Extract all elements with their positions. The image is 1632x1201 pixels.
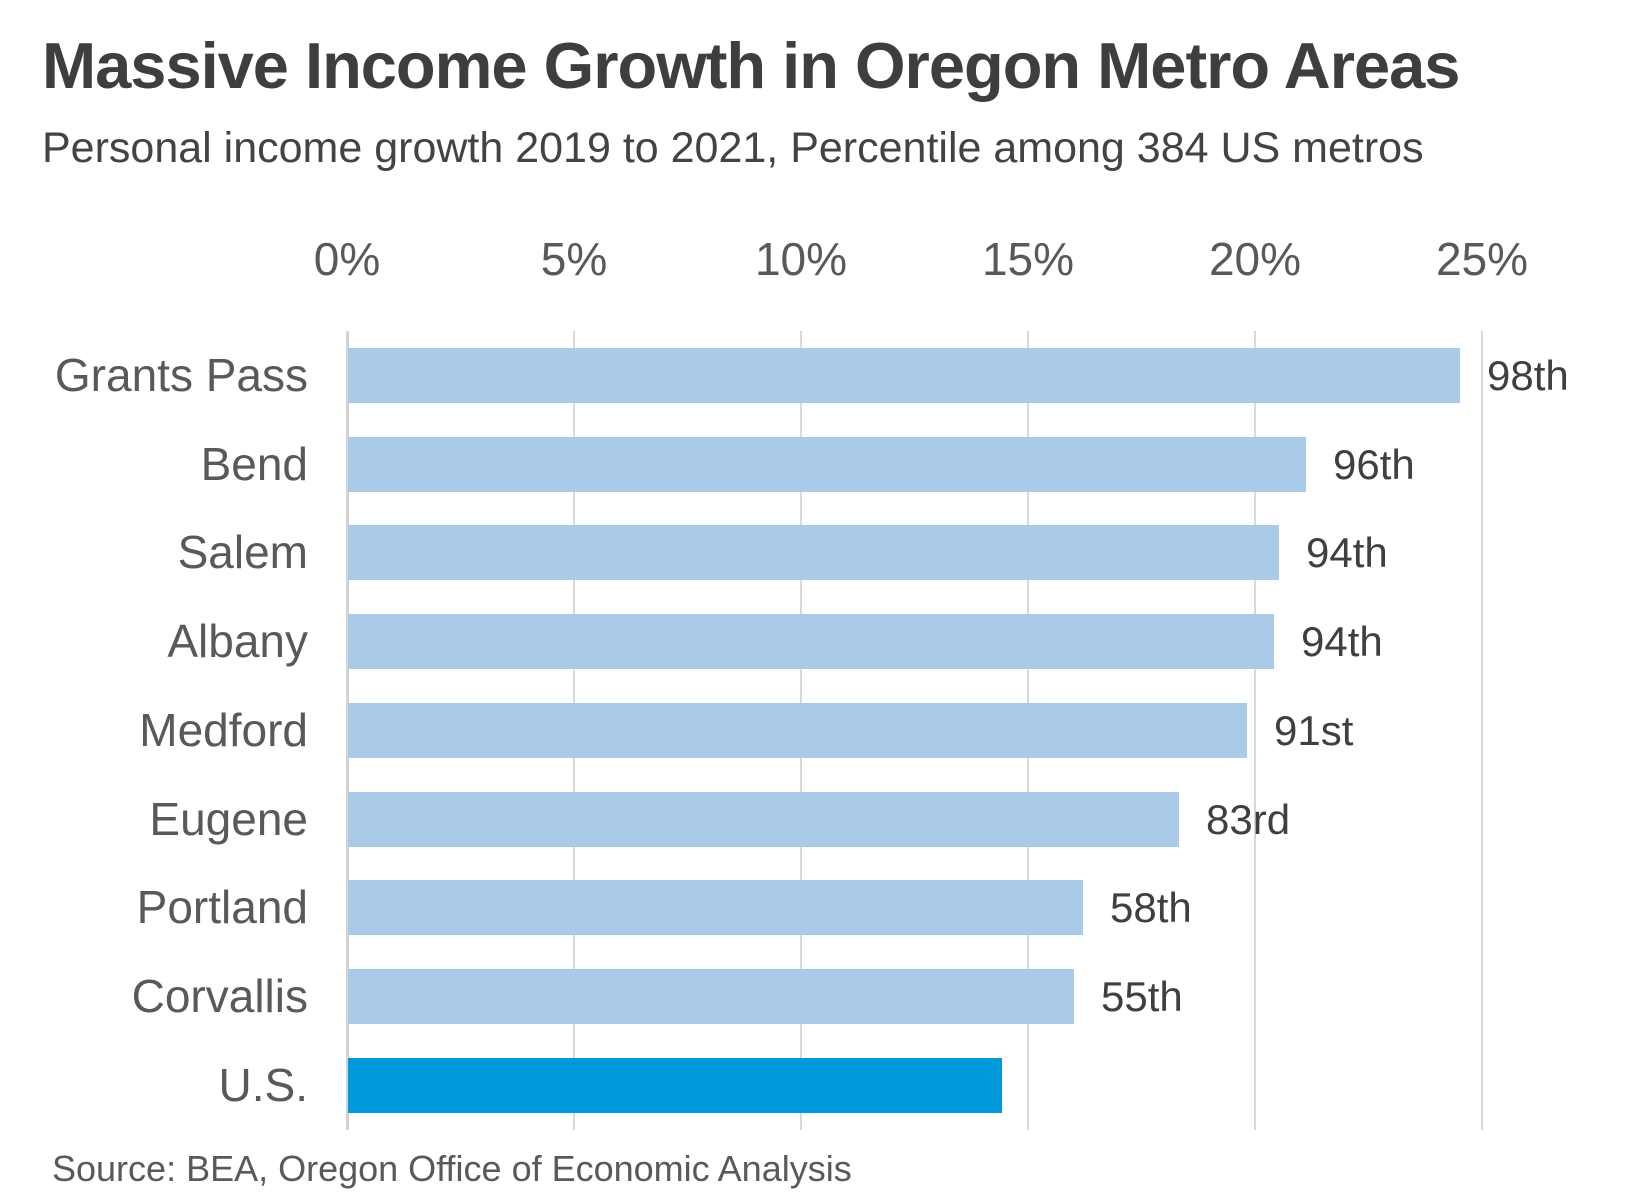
category-label-medford: Medford	[139, 704, 308, 756]
chart-title: Massive Income Growth in Oregon Metro Ar…	[42, 29, 1460, 102]
x-axis-tick-label: 10%	[754, 233, 848, 285]
value-label-grants-pass: 98th	[1487, 352, 1569, 399]
gridline-20	[1254, 331, 1256, 1130]
category-label-portland: Portland	[136, 881, 308, 933]
bar-grants-pass	[348, 348, 1460, 403]
category-label-grants-pass: Grants Pass	[54, 349, 308, 401]
chart-subtitle: Personal income growth 2019 to 2021, Per…	[42, 124, 1424, 172]
x-axis-tick-label: 5%	[540, 233, 608, 285]
x-axis-tick-label: 0%	[313, 233, 381, 285]
bar-portland	[348, 880, 1083, 935]
value-label-corvallis: 55th	[1101, 973, 1183, 1020]
value-label-portland: 58th	[1110, 884, 1192, 931]
x-axis-tick-label: 15%	[981, 233, 1075, 285]
category-label-albany: Albany	[167, 615, 308, 667]
bar-salem	[348, 525, 1279, 580]
gridline-25	[1481, 331, 1483, 1130]
category-label-eugene: Eugene	[149, 793, 308, 845]
x-axis-tick-label: 20%	[1208, 233, 1302, 285]
x-axis-tick-label: 25%	[1435, 233, 1529, 285]
value-label-medford: 91st	[1274, 707, 1354, 754]
value-label-bend: 96th	[1333, 441, 1415, 488]
bar-medford	[348, 703, 1247, 758]
category-label-corvallis: Corvallis	[131, 970, 308, 1022]
bar-eugene	[348, 792, 1179, 847]
category-label-bend: Bend	[200, 438, 308, 490]
value-label-salem: 94th	[1306, 529, 1388, 576]
category-label-salem: Salem	[177, 526, 308, 578]
bar-u-s	[348, 1058, 1002, 1113]
bar-bend	[348, 437, 1306, 492]
category-label-u-s: U.S.	[218, 1059, 308, 1111]
bar-corvallis	[348, 969, 1074, 1024]
source-note: Source: BEA, Oregon Office of Economic A…	[52, 1148, 852, 1189]
value-label-eugene: 83rd	[1206, 796, 1291, 843]
axis-line-zero	[346, 331, 349, 1130]
value-label-albany: 94th	[1301, 618, 1383, 665]
bar-albany	[348, 614, 1274, 669]
